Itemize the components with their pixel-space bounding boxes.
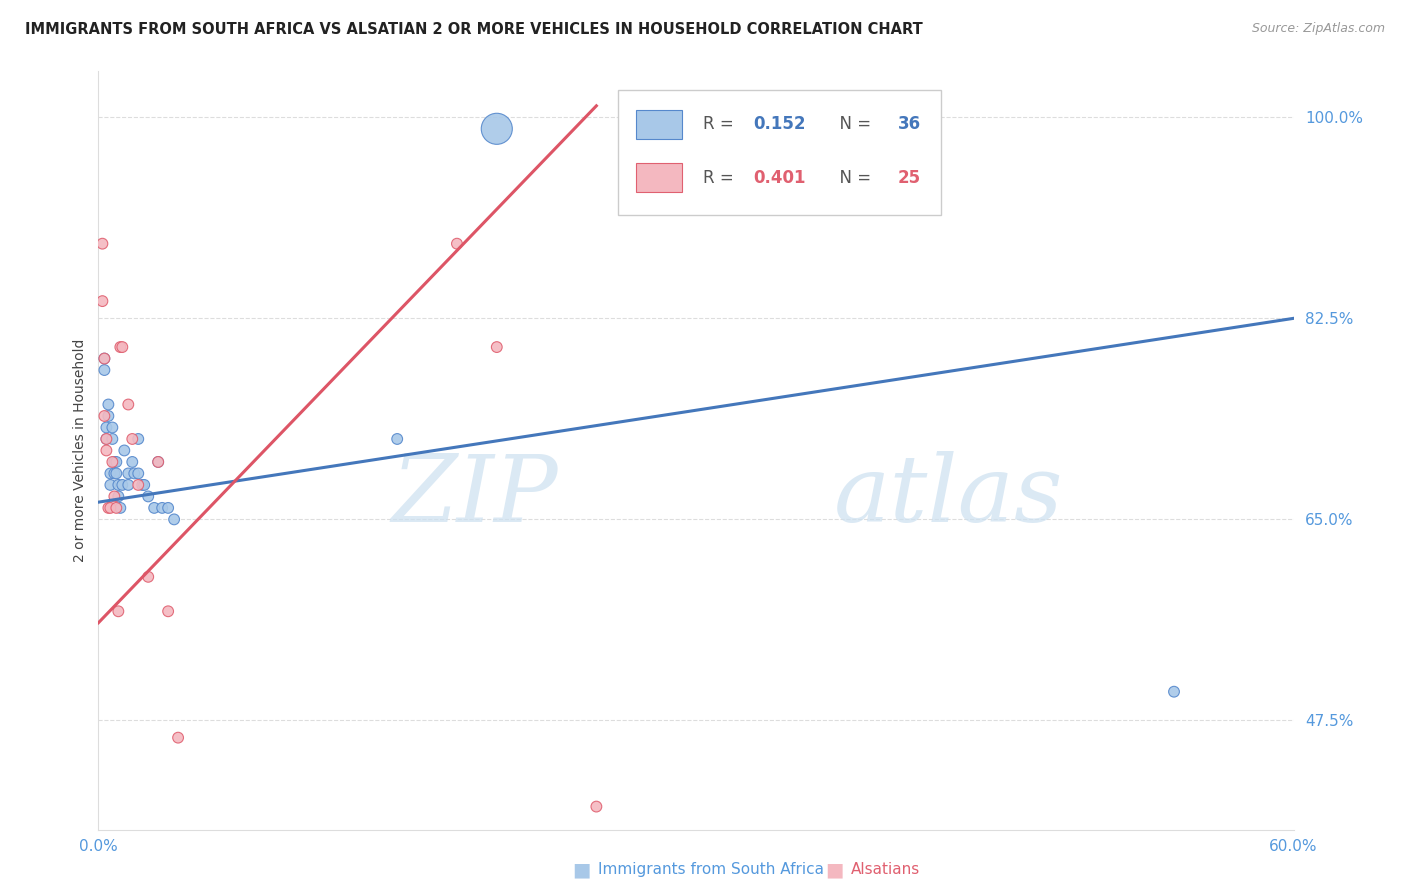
Point xyxy=(134,478,156,492)
Point xyxy=(96,443,118,458)
Point xyxy=(1163,684,1185,698)
Point xyxy=(121,455,143,469)
Point xyxy=(107,604,129,618)
Point xyxy=(93,351,115,366)
Point xyxy=(127,432,149,446)
Point xyxy=(93,363,115,377)
Text: 0.152: 0.152 xyxy=(754,115,806,134)
Bar xyxy=(637,163,682,192)
FancyBboxPatch shape xyxy=(619,90,941,216)
Point xyxy=(105,467,128,481)
Point xyxy=(111,340,134,354)
Text: N =: N = xyxy=(828,169,876,186)
Text: atlas: atlas xyxy=(834,451,1063,541)
Point xyxy=(91,236,114,251)
Point xyxy=(98,467,122,481)
Point xyxy=(103,455,125,469)
Point xyxy=(91,294,114,309)
Point xyxy=(117,467,139,481)
Point xyxy=(93,409,115,423)
Point xyxy=(96,420,118,434)
Point xyxy=(157,604,180,618)
Point xyxy=(93,351,115,366)
Point xyxy=(117,397,139,411)
Point xyxy=(117,478,139,492)
Point xyxy=(96,432,118,446)
Point xyxy=(485,121,508,136)
Point xyxy=(148,455,170,469)
Text: ZIP: ZIP xyxy=(392,451,558,541)
Point xyxy=(167,731,190,745)
Point xyxy=(143,500,166,515)
Point xyxy=(124,467,146,481)
Y-axis label: 2 or more Vehicles in Household: 2 or more Vehicles in Household xyxy=(73,339,87,562)
Point xyxy=(131,478,153,492)
Point xyxy=(101,420,124,434)
Point xyxy=(97,500,120,515)
Text: ■: ■ xyxy=(825,860,844,880)
Text: R =: R = xyxy=(703,169,740,186)
Point xyxy=(97,409,120,423)
Text: IMMIGRANTS FROM SOUTH AFRICA VS ALSATIAN 2 OR MORE VEHICLES IN HOUSEHOLD CORRELA: IMMIGRANTS FROM SOUTH AFRICA VS ALSATIAN… xyxy=(25,22,924,37)
Point xyxy=(136,570,159,584)
Text: Alsatians: Alsatians xyxy=(851,863,920,877)
Point xyxy=(127,478,149,492)
Point xyxy=(103,490,125,504)
Text: 25: 25 xyxy=(898,169,921,186)
Point xyxy=(110,500,132,515)
Point xyxy=(107,478,129,492)
Point xyxy=(163,512,186,526)
Point xyxy=(157,500,180,515)
Text: Immigrants from South Africa: Immigrants from South Africa xyxy=(598,863,824,877)
Text: N =: N = xyxy=(828,115,876,134)
Point xyxy=(585,799,607,814)
Point xyxy=(107,490,129,504)
Point xyxy=(98,478,122,492)
Point xyxy=(485,340,508,354)
Bar xyxy=(637,110,682,139)
Point xyxy=(105,455,128,469)
Point xyxy=(97,397,120,411)
Point xyxy=(127,467,149,481)
Text: 36: 36 xyxy=(898,115,921,134)
Point xyxy=(385,432,409,446)
Point xyxy=(105,500,128,515)
Point xyxy=(110,340,132,354)
Text: 0.401: 0.401 xyxy=(754,169,806,186)
Point xyxy=(96,432,118,446)
Point xyxy=(111,478,134,492)
Point xyxy=(98,500,122,515)
Point xyxy=(446,236,468,251)
Point xyxy=(101,432,124,446)
Text: ■: ■ xyxy=(572,860,591,880)
Point xyxy=(101,455,124,469)
Point xyxy=(112,443,135,458)
Point xyxy=(103,467,125,481)
Text: Source: ZipAtlas.com: Source: ZipAtlas.com xyxy=(1251,22,1385,36)
Point xyxy=(121,432,143,446)
Text: R =: R = xyxy=(703,115,740,134)
Point xyxy=(136,490,159,504)
Point xyxy=(148,455,170,469)
Point xyxy=(150,500,173,515)
